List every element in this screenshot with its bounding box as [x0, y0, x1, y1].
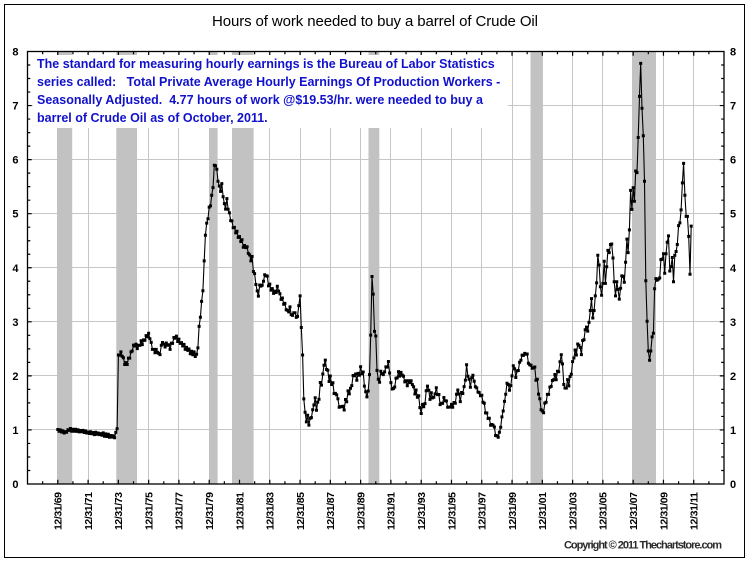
svg-text:series called: Total Private: series called: Total Private Average Hou…	[37, 75, 500, 89]
svg-text:The standard for measuring hou: The standard for measuring hourly earnin…	[37, 57, 495, 71]
svg-text:12/31/71: 12/31/71	[83, 492, 95, 530]
svg-text:12/31/91: 12/31/91	[386, 492, 398, 530]
svg-text:12/31/97: 12/31/97	[477, 492, 489, 530]
svg-text:0: 0	[12, 479, 18, 491]
svg-text:12/31/69: 12/31/69	[53, 492, 65, 530]
svg-text:4: 4	[730, 263, 737, 275]
svg-text:1: 1	[12, 425, 18, 437]
svg-text:12/31/03: 12/31/03	[567, 492, 579, 530]
svg-text:12/31/07: 12/31/07	[628, 492, 640, 530]
svg-text:12/31/95: 12/31/95	[446, 492, 458, 530]
svg-text:12/31/73: 12/31/73	[113, 492, 125, 530]
svg-text:8: 8	[12, 47, 18, 59]
svg-text:1: 1	[730, 425, 736, 437]
svg-text:12/31/93: 12/31/93	[416, 492, 428, 530]
svg-text:Copyright © 2011 Thechartstore: Copyright © 2011 Thechartstore.com	[564, 540, 722, 552]
svg-text:12/31/01: 12/31/01	[537, 492, 549, 530]
svg-text:7: 7	[12, 101, 18, 113]
svg-text:3: 3	[730, 317, 736, 329]
svg-text:12/31/81: 12/31/81	[234, 492, 246, 530]
svg-text:6: 6	[12, 155, 18, 167]
svg-text:12/31/75: 12/31/75	[143, 492, 155, 530]
svg-text:6: 6	[730, 155, 736, 167]
svg-text:3: 3	[12, 317, 18, 329]
svg-text:Hours of work needed to buy a: Hours of work needed to buy a barrel of …	[212, 13, 538, 30]
svg-text:12/31/87: 12/31/87	[325, 492, 337, 530]
svg-text:12/31/09: 12/31/09	[658, 492, 670, 530]
svg-text:12/31/99: 12/31/99	[507, 492, 519, 530]
svg-text:5: 5	[730, 209, 736, 221]
svg-text:4: 4	[12, 263, 19, 275]
svg-text:12/31/89: 12/31/89	[355, 492, 367, 530]
svg-text:Seasonally Adjusted. 4.77 hou: Seasonally Adjusted. 4.77 hours of work …	[37, 93, 484, 107]
svg-text:12/31/85: 12/31/85	[295, 492, 307, 530]
svg-text:2: 2	[730, 371, 736, 383]
svg-text:12/31/77: 12/31/77	[174, 492, 186, 530]
svg-text:12/31/83: 12/31/83	[265, 492, 277, 530]
svg-text:0: 0	[730, 479, 736, 491]
svg-text:2: 2	[12, 371, 18, 383]
svg-text:12/31/79: 12/31/79	[204, 492, 216, 530]
svg-text:5: 5	[12, 209, 18, 221]
svg-text:12/31/11: 12/31/11	[689, 492, 701, 530]
svg-text:12/31/05: 12/31/05	[598, 492, 610, 530]
svg-text:barrel of Crude Oil as of Octo: barrel of Crude Oil as of October, 2011.	[37, 111, 268, 125]
svg-text:7: 7	[730, 101, 736, 113]
svg-text:8: 8	[730, 47, 736, 59]
